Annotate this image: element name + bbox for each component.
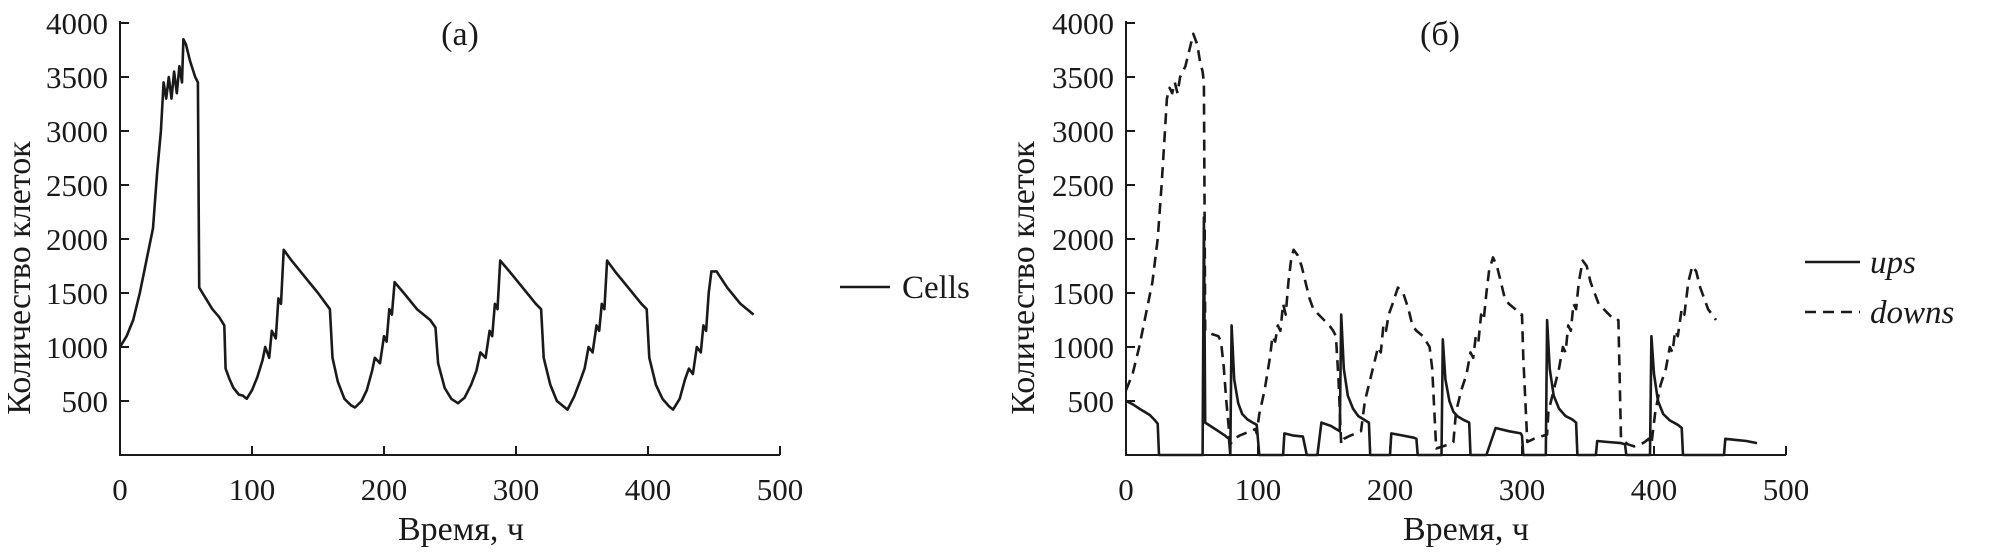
legend-cells-label: Cells	[902, 270, 970, 306]
series-downs-line	[1124, 32, 1718, 450]
y-tick-label: 3000	[46, 114, 108, 149]
panel-a: (a) 500 1000 1500 2000 2500 3000 3500 4000 0 100…	[1, 6, 970, 548]
panel-a-legend: Cells	[840, 270, 970, 306]
panel-a-y-axis-label: Количество клеток	[1, 141, 38, 415]
y-tick-label: 1500	[1052, 276, 1114, 311]
y-tick-label: 2000	[46, 222, 108, 257]
y-tick-label: 1000	[1052, 330, 1114, 365]
y-tick-label: 2500	[1052, 168, 1114, 203]
x-tick-label: 0	[1118, 472, 1134, 507]
x-tick-label: 400	[1631, 472, 1678, 507]
panel-b: (б) 500 1000 1500 2000 2500 3000 3500 4000 0 100…	[1005, 6, 1954, 548]
x-tick-label: 500	[1763, 472, 1810, 507]
panel-a-x-ticks: 0 100 200 300 400 500	[112, 446, 803, 507]
panel-b-y-ticks: 500 1000 1500 2000 2500 3000 3500 4000	[1052, 6, 1135, 419]
series-ups-line	[1125, 216, 1758, 457]
panel-b-x-ticks: 0 100 200 300 400 500	[1118, 446, 1809, 507]
panel-b-title: (б)	[1420, 16, 1460, 53]
legend-ups-label: ups	[1870, 245, 1916, 281]
y-tick-label: 2000	[1052, 222, 1114, 257]
y-tick-label: 1000	[46, 330, 108, 365]
y-tick-label: 500	[1068, 384, 1115, 419]
y-tick-label: 3500	[46, 60, 108, 95]
x-tick-label: 200	[1367, 472, 1414, 507]
panel-b-legend: ups downs	[1805, 245, 1954, 331]
panel-b-y-axis-label: Количество клеток	[1005, 141, 1042, 415]
x-tick-label: 300	[1499, 472, 1546, 507]
panel-b-x-axis-label: Время, ч	[1403, 511, 1529, 548]
panel-a-y-ticks: 500 1000 1500 2000 2500 3000 3500 4000	[46, 6, 129, 419]
panel-a-title: (a)	[441, 16, 479, 53]
y-tick-label: 500	[62, 384, 109, 419]
x-tick-label: 300	[493, 472, 540, 507]
series-cells-line	[118, 37, 755, 411]
y-tick-label: 3500	[1052, 60, 1114, 95]
x-tick-label: 100	[229, 472, 276, 507]
y-tick-label: 2500	[46, 168, 108, 203]
x-tick-label: 100	[1235, 472, 1282, 507]
x-tick-label: 200	[361, 472, 408, 507]
y-tick-label: 4000	[46, 6, 108, 41]
x-tick-label: 500	[757, 472, 804, 507]
y-tick-label: 3000	[1052, 114, 1114, 149]
legend-downs-label: downs	[1870, 295, 1954, 331]
panel-a-x-axis-label: Время, ч	[398, 511, 524, 548]
y-tick-label: 1500	[46, 276, 108, 311]
x-tick-label: 400	[625, 472, 672, 507]
x-tick-label: 0	[112, 472, 128, 507]
y-tick-label: 4000	[1052, 6, 1114, 41]
